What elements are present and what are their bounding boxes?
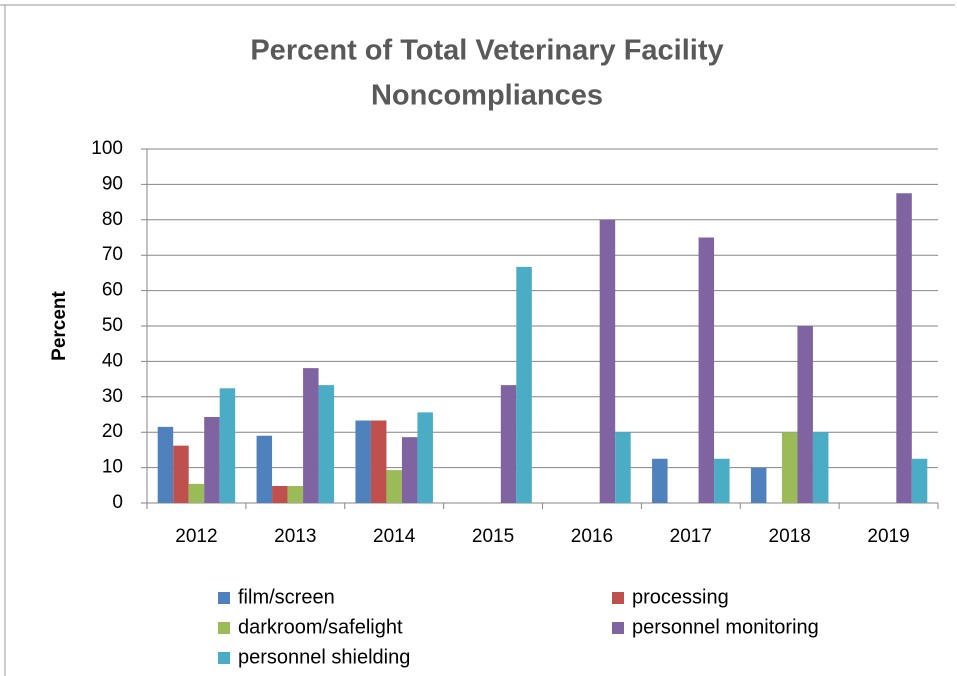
bar [615, 432, 631, 503]
x-tick-label: 2016 [571, 526, 613, 547]
legend-label: personnel monitoring [632, 616, 819, 638]
y-tick-label: 90 [102, 173, 123, 194]
x-tick-label: 2017 [670, 526, 712, 547]
legend-swatch [218, 622, 230, 634]
bar [386, 470, 402, 503]
x-tick-label: 2018 [769, 526, 811, 547]
bar [516, 266, 532, 503]
legend-swatch [218, 652, 230, 664]
bar [797, 326, 813, 503]
bar [256, 435, 273, 503]
y-tick-label: 40 [102, 350, 123, 371]
chart-title: Noncompliances [371, 80, 603, 112]
y-tick-label: 50 [102, 315, 123, 336]
legend-swatch [218, 592, 230, 604]
y-tick-label: 30 [102, 386, 123, 407]
y-tick-label: 0 [112, 492, 123, 513]
bar [355, 420, 371, 503]
y-tick-label: 80 [102, 209, 123, 230]
y-tick-label: 70 [102, 244, 123, 265]
x-tick-label: 2012 [175, 526, 217, 547]
chart-border [0, 4, 955, 676]
y-tick-label: 60 [102, 280, 123, 301]
y-tick-label: 100 [91, 138, 123, 159]
legend-label: darkroom/safelight [238, 616, 403, 638]
bar [781, 432, 798, 503]
bar [911, 458, 928, 503]
bar [188, 483, 205, 503]
bar [714, 458, 730, 503]
y-axis-label: Percent [49, 290, 70, 360]
x-tick-label: 2013 [274, 526, 316, 547]
legend-label: processing [632, 586, 729, 608]
legend-label: film/screen [238, 586, 335, 608]
bar [750, 467, 767, 503]
bar [599, 219, 616, 504]
bar [652, 458, 668, 503]
bar [896, 193, 912, 503]
x-tick-label: 2015 [472, 526, 514, 547]
bar [417, 412, 433, 503]
y-tick-label: 20 [102, 421, 123, 442]
bar [219, 388, 236, 503]
bar [318, 385, 335, 503]
x-tick-label: 2019 [867, 526, 909, 547]
legend-swatch [612, 622, 624, 634]
bar [812, 432, 829, 503]
y-tick-label: 10 [102, 457, 123, 478]
legend-swatch [612, 592, 624, 604]
bar [698, 237, 715, 503]
bar [303, 368, 319, 503]
legend-label: personnel shielding [238, 646, 410, 668]
bar [500, 385, 517, 503]
bar [204, 416, 220, 503]
chart-title: Percent of Total Veterinary Facility [250, 35, 723, 67]
bar [173, 445, 189, 503]
bar [157, 426, 174, 503]
bar [272, 486, 288, 503]
x-tick-label: 2014 [373, 526, 416, 547]
bar [401, 437, 418, 503]
bar [287, 486, 304, 503]
bar [370, 420, 387, 503]
